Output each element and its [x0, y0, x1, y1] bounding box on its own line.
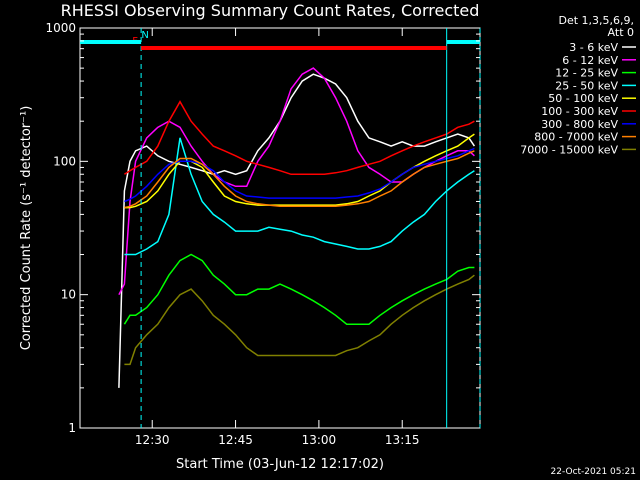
legend-label: 50 - 100 keV [548, 92, 618, 105]
y-tick-label: 1000 [45, 21, 76, 35]
x-axis-label: Start Time (03-Jun-12 12:17:02) [176, 457, 384, 472]
legend-label: 7000 - 15000 keV [520, 143, 618, 156]
legend-label: 12 - 25 keV [555, 67, 618, 80]
legend-label: 6 - 12 keV [562, 54, 618, 67]
legend-label: 3 - 6 keV [569, 41, 618, 54]
x-tick-label: 12:45 [218, 433, 253, 447]
y-axis-label: Corrected Count Rate (s⁻¹ detector⁻¹) [19, 106, 34, 351]
legend-label: 25 - 50 keV [555, 79, 618, 92]
x-tick-label: 12:30 [135, 433, 170, 447]
legend-label: 100 - 300 keV [541, 105, 618, 118]
legend-label: 300 - 800 keV [541, 118, 618, 131]
x-tick-label: 13:15 [385, 433, 420, 447]
x-tick-label: 13:00 [302, 433, 337, 447]
flag-label: N [141, 30, 148, 41]
y-tick-label: 10 [61, 288, 76, 302]
y-tick-label: 100 [53, 154, 76, 168]
generation-timestamp: 22-Oct-2021 05:21 [551, 467, 636, 477]
legend-header-line-2: Att 0 [608, 26, 634, 39]
y-tick-label: 1 [68, 421, 76, 435]
legend-label: 800 - 7000 keV [534, 131, 618, 144]
chart-title: RHESSI Observing Summary Count Rates, Co… [61, 1, 480, 20]
